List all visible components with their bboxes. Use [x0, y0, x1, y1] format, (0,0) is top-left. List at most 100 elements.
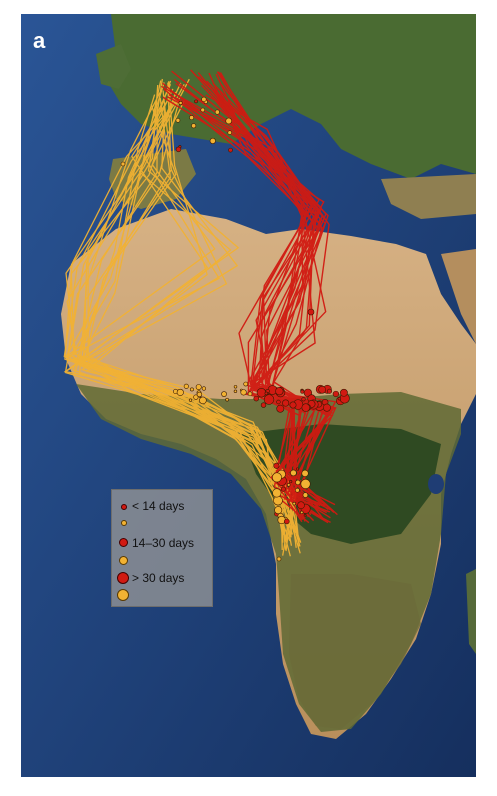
- legend-dot: [117, 572, 129, 584]
- lake-victoria: [428, 474, 444, 494]
- migration-track: [70, 91, 297, 534]
- satellite-map: a < 14 days 14–30 days > 30 days: [21, 14, 476, 777]
- legend-row: > 30 days: [112, 570, 212, 588]
- stopover-point: [243, 381, 249, 387]
- stopover-point: [199, 396, 207, 405]
- stopover-point: [263, 394, 275, 405]
- eastern-route-tracks: [160, 69, 338, 524]
- legend-label: 14–30 days: [132, 536, 195, 550]
- stopover-point: [292, 501, 296, 506]
- stopover-point: [276, 399, 281, 405]
- stopover-point: [303, 513, 307, 517]
- stopover-point: [193, 394, 199, 400]
- stopover-point: [301, 469, 309, 477]
- stopover-point: [337, 396, 342, 401]
- stopover-point: [301, 397, 306, 402]
- stopover-point: [275, 387, 284, 396]
- stopover-point: [253, 395, 260, 402]
- stopover-point: [188, 398, 193, 402]
- panel-label: a: [33, 28, 46, 53]
- stopover-point: [247, 391, 253, 397]
- stopover-point: [264, 391, 269, 396]
- british-isles: [96, 44, 131, 89]
- arabia-landmass: [441, 249, 476, 344]
- migration-track: [219, 72, 314, 519]
- stopover-point: [273, 495, 283, 506]
- stopover-point: [225, 117, 232, 125]
- stopover-point: [178, 101, 183, 105]
- stopover-point: [283, 518, 290, 525]
- stopover-point: [194, 99, 198, 104]
- stopover-point: [175, 146, 182, 153]
- western-route-tracks: [63, 78, 302, 557]
- stopover-point: [175, 118, 181, 123]
- stopover-point: [233, 385, 238, 389]
- legend-row: < 14 days: [112, 498, 212, 516]
- stopover-point: [282, 399, 290, 407]
- anatolia-landmass: [381, 174, 476, 219]
- stopover-point: [195, 384, 202, 391]
- stopover-point: [300, 389, 305, 394]
- migration-track: [162, 96, 332, 524]
- stopover-point: [196, 391, 203, 398]
- stopover-point: [326, 388, 332, 394]
- legend-label: < 14 days: [132, 499, 185, 513]
- stopover-point: [297, 501, 305, 510]
- stopover-point: [280, 486, 286, 492]
- southern-africa: [289, 574, 421, 729]
- stopover-point: [271, 472, 282, 483]
- europe-landmass: [106, 14, 476, 179]
- legend-dot: [121, 504, 127, 510]
- stopover-point: [201, 386, 207, 391]
- stopover-point: [176, 388, 184, 396]
- legend-dot: [121, 520, 127, 526]
- stopover-point: [240, 389, 247, 396]
- stopover-point: [276, 556, 282, 562]
- migration-track: [208, 92, 333, 510]
- stopover-point: [191, 123, 197, 129]
- migration-track: [214, 92, 329, 510]
- stopover-point: [340, 388, 348, 397]
- legend-row: [112, 516, 212, 534]
- legend-row: 14–30 days: [112, 535, 212, 553]
- stopover-point: [307, 308, 315, 316]
- stopover-point: [289, 480, 293, 484]
- stopover-point: [209, 137, 216, 144]
- migration-track: [217, 71, 325, 521]
- stopover-point: [290, 469, 297, 477]
- stopover-point: [332, 390, 340, 398]
- madagascar: [466, 569, 476, 654]
- legend-label: > 30 days: [132, 571, 185, 585]
- stopover-point: [228, 147, 233, 153]
- stopover-point: [318, 385, 327, 394]
- legend-dot: [119, 538, 128, 547]
- stopover-point: [300, 478, 311, 489]
- migration-track: [206, 80, 327, 507]
- migration-track: [63, 106, 291, 542]
- stopover-points: [120, 96, 350, 562]
- stopover-point: [201, 96, 207, 102]
- stopover-point: [276, 404, 285, 413]
- stopover-point: [322, 403, 331, 412]
- stopover-point: [301, 403, 311, 412]
- stopover-point: [120, 161, 126, 167]
- stopover-point: [260, 402, 267, 408]
- map-canvas: [21, 14, 476, 777]
- stopover-point: [233, 389, 238, 393]
- stopover-point: [214, 109, 220, 115]
- stopover-point: [189, 115, 195, 121]
- stopover-point: [300, 510, 304, 515]
- stopover-point: [295, 467, 299, 471]
- stopover-point: [189, 387, 194, 392]
- stopover-point: [295, 479, 301, 486]
- stopover-point: [289, 401, 297, 409]
- stopover-point: [256, 388, 267, 398]
- duration-legend: < 14 days 14–30 days > 30 days: [111, 489, 213, 607]
- stopover-point: [295, 487, 300, 493]
- stopover-point: [302, 492, 309, 498]
- legend-row: [112, 554, 212, 572]
- migration-track: [63, 105, 287, 550]
- stopover-point: [225, 397, 229, 402]
- stopover-point: [272, 488, 282, 498]
- stopover-point: [227, 130, 232, 135]
